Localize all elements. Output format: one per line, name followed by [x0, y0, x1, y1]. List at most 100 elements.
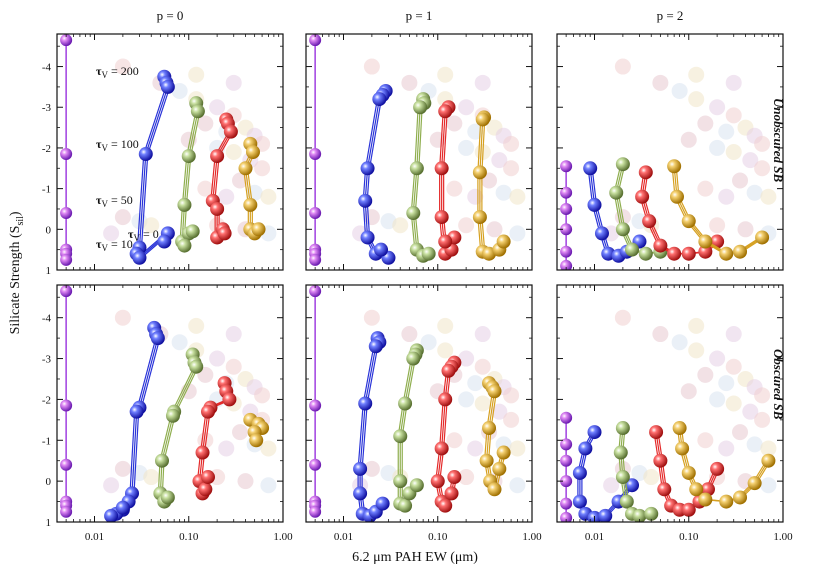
background-point: [209, 350, 226, 367]
background-point: [218, 440, 235, 457]
background-point: [420, 334, 437, 351]
y-axis-label-text: Silicate Strength (S: [8, 225, 24, 335]
data-point-blue: [353, 486, 368, 501]
background-point: [225, 74, 242, 91]
data-point-blue: [587, 197, 602, 212]
data-point-red: [638, 165, 653, 180]
data-point-orange: [496, 234, 511, 249]
data-point-blue: [353, 461, 368, 476]
background-point: [401, 74, 418, 91]
panel-r0-c2: [556, 33, 784, 271]
background-point: [225, 358, 242, 375]
data-point-green: [185, 224, 200, 239]
background-point: [709, 391, 726, 408]
track-line-blue: [589, 168, 640, 257]
data-point-green: [406, 206, 421, 221]
background-point: [737, 221, 754, 238]
pure-track-point: [560, 438, 573, 451]
pure-track-point: [560, 259, 573, 270]
background-point: [509, 188, 526, 205]
data-point-green: [644, 506, 659, 521]
background-point: [446, 432, 463, 449]
pure-track-point: [560, 454, 573, 467]
data-point-orange: [667, 159, 682, 174]
column-title-p1: p = 1: [405, 8, 433, 23]
data-point-blue: [625, 478, 640, 493]
background-point: [725, 395, 742, 412]
background-point: [725, 74, 742, 91]
data-point-orange: [689, 482, 704, 497]
data-point-blue: [594, 226, 609, 241]
data-point-red: [649, 425, 664, 440]
panel-r1-c1: 0.01 0.10 1.00: [305, 284, 542, 543]
data-point-blue: [374, 242, 389, 257]
x-tick-label: 0.10: [179, 531, 199, 543]
background-point: [491, 403, 508, 420]
background-point: [197, 115, 214, 132]
background-point: [363, 460, 380, 477]
x-tick-label: 0.01: [585, 531, 604, 543]
y-tick-label: -4: [42, 62, 52, 74]
data-point-green: [613, 445, 628, 460]
data-point-green: [615, 222, 630, 237]
data-point-orange: [719, 246, 734, 261]
data-point-blue: [375, 496, 390, 511]
data-point-green: [398, 498, 413, 513]
y-tick-label: 0: [46, 224, 52, 236]
background-point: [458, 217, 475, 234]
background-point: [503, 135, 520, 152]
data-point-orange: [719, 494, 734, 509]
data-point-blue: [358, 396, 373, 411]
background-point: [732, 172, 749, 189]
background-point: [260, 477, 277, 494]
data-point-orange: [755, 230, 770, 245]
panel-frame: [556, 284, 784, 523]
background-point: [760, 188, 777, 205]
background-point: [218, 188, 235, 205]
background-point: [688, 317, 705, 334]
data-point-red: [681, 502, 696, 517]
panel-r0-c1: [305, 33, 533, 271]
pure-track-point: [560, 245, 573, 258]
background-point: [103, 477, 120, 494]
y-tick-label: -3: [42, 102, 52, 114]
background-point: [725, 144, 742, 160]
background-point: [171, 334, 188, 351]
background-point: [760, 477, 777, 494]
data-point-orange: [251, 222, 266, 237]
y-tick-label: -1: [42, 435, 51, 447]
background-point: [754, 387, 771, 404]
data-point-red: [200, 470, 215, 485]
background-point: [680, 131, 697, 148]
x-tick-label: 1.00: [273, 531, 293, 543]
data-point-orange: [747, 476, 762, 491]
data-point-red: [195, 445, 210, 460]
data-point-red: [434, 441, 449, 456]
background-point: [671, 334, 688, 351]
background-point: [197, 180, 214, 197]
background-point: [232, 424, 249, 441]
background-point: [437, 342, 454, 359]
pure-track-point: [309, 34, 322, 47]
background-point: [254, 160, 271, 177]
background-point: [437, 317, 454, 334]
data-point-green: [406, 351, 421, 366]
pure-track-point: [560, 497, 573, 510]
data-point-red: [642, 214, 657, 229]
data-point-blue: [150, 331, 165, 346]
background-point: [437, 66, 454, 83]
data-point-blue: [157, 234, 172, 249]
data-point-green: [154, 453, 169, 468]
data-point-red: [438, 392, 453, 407]
pure-track-point: [309, 399, 322, 412]
x-tick-label: 0.10: [428, 531, 448, 543]
data-point-green: [619, 494, 634, 509]
background-point: [392, 217, 409, 234]
background-point: [143, 469, 160, 486]
background-point: [718, 188, 735, 205]
data-point-red: [200, 404, 215, 419]
data-point-red: [447, 470, 462, 485]
data-point-orange: [487, 482, 502, 497]
background-point: [188, 66, 205, 83]
data-point-blue: [598, 508, 613, 522]
